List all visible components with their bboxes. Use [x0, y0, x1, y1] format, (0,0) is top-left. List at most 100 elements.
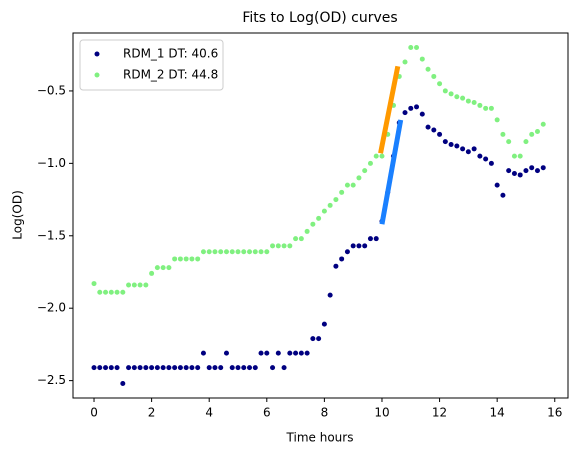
data-point — [540, 121, 546, 127]
data-point — [298, 350, 304, 356]
data-point — [356, 243, 362, 249]
data-point — [275, 350, 281, 356]
data-point — [195, 256, 201, 262]
data-point — [483, 156, 489, 162]
data-point — [523, 139, 529, 145]
data-point — [189, 365, 195, 371]
data-point — [454, 143, 460, 149]
data-point — [454, 94, 460, 100]
x-tick-label: 4 — [205, 406, 213, 420]
data-point — [344, 182, 350, 188]
data-point — [160, 365, 166, 371]
data-point — [431, 127, 437, 133]
data-point — [506, 168, 512, 174]
data-point — [126, 365, 132, 371]
data-point — [339, 189, 345, 195]
data-point — [91, 365, 97, 371]
data-point — [321, 208, 327, 214]
data-point — [270, 365, 276, 371]
chart-title: Fits to Log(OD) curves — [242, 10, 397, 26]
fit-line — [378, 65, 401, 154]
data-point — [258, 350, 264, 356]
data-point — [477, 102, 483, 108]
data-point — [120, 289, 126, 295]
data-point — [200, 350, 206, 356]
y-tick-label: −0.5 — [37, 83, 66, 97]
data-point — [149, 270, 155, 276]
data-point — [517, 153, 523, 159]
data-point — [488, 105, 494, 111]
data-point — [189, 256, 195, 262]
data-point — [460, 95, 466, 101]
legend-marker — [94, 72, 100, 78]
data-point — [506, 139, 512, 145]
data-point — [154, 365, 160, 371]
data-point — [131, 282, 137, 288]
data-point — [460, 146, 466, 152]
x-tick-label: 6 — [263, 406, 271, 420]
data-point — [419, 56, 425, 62]
data-point — [373, 153, 379, 159]
data-point — [379, 153, 385, 159]
data-point — [321, 321, 327, 327]
data-point — [465, 149, 471, 155]
data-point — [500, 131, 506, 137]
data-point — [223, 249, 229, 255]
data-point — [206, 365, 212, 371]
data-point — [114, 289, 120, 295]
data-point — [126, 282, 132, 288]
data-point — [177, 365, 183, 371]
data-point — [333, 197, 339, 203]
data-point — [241, 249, 247, 255]
data-point — [304, 228, 310, 234]
data-point — [137, 282, 143, 288]
data-point — [275, 243, 281, 249]
data-point — [373, 236, 379, 242]
data-point — [183, 365, 189, 371]
legend-marker — [94, 51, 100, 57]
data-point — [529, 131, 535, 137]
data-point — [120, 381, 126, 387]
data-point — [287, 243, 293, 249]
data-point — [252, 365, 258, 371]
data-point — [465, 98, 471, 104]
data-point — [108, 289, 114, 295]
data-point — [218, 249, 224, 255]
x-axis-label: Time hours — [286, 431, 354, 445]
plot-frame — [72, 32, 569, 399]
data-point — [529, 165, 535, 171]
x-tick-label: 10 — [374, 406, 389, 420]
data-point — [172, 365, 178, 371]
legend-label: RDM_1 DT: 40.6 — [123, 47, 218, 61]
x-tick-label: 14 — [490, 406, 505, 420]
y-tick-label: −2.5 — [37, 373, 66, 387]
data-point — [229, 365, 235, 371]
data-point — [200, 249, 206, 255]
data-point — [154, 265, 160, 271]
data-point — [316, 215, 322, 221]
data-point — [333, 263, 339, 269]
data-point — [270, 243, 276, 249]
data-point — [419, 111, 425, 117]
data-point — [327, 202, 333, 208]
data-point — [534, 168, 540, 174]
data-point — [367, 160, 373, 166]
data-point — [442, 139, 448, 145]
data-point — [339, 256, 345, 262]
data-point — [511, 170, 517, 176]
data-point — [91, 281, 97, 287]
data-point — [293, 350, 299, 356]
data-point — [494, 117, 500, 123]
fit-line — [379, 119, 404, 225]
data-point — [293, 236, 299, 242]
data-point — [247, 365, 253, 371]
data-point — [408, 44, 414, 50]
data-point — [108, 365, 114, 371]
data-point — [350, 243, 356, 249]
data-point — [511, 153, 517, 159]
data-point — [437, 131, 443, 137]
data-point — [131, 365, 137, 371]
data-point — [488, 160, 494, 166]
data-point — [166, 265, 172, 271]
